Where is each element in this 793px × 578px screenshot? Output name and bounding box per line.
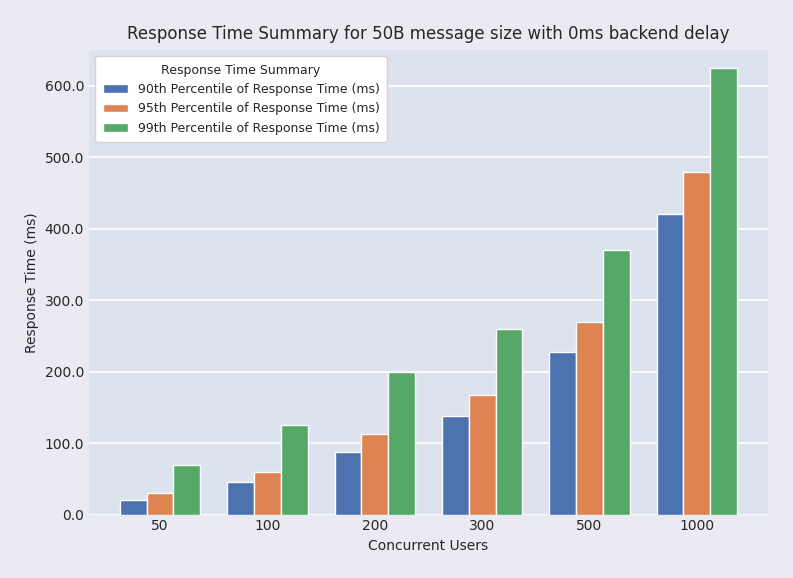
Bar — [442, 416, 469, 514]
Bar — [147, 493, 174, 514]
Bar — [281, 425, 308, 514]
Bar — [335, 451, 362, 514]
Bar — [711, 68, 737, 514]
Bar — [389, 372, 415, 514]
Bar — [120, 501, 147, 514]
Bar — [576, 321, 603, 514]
Title: Response Time Summary for 50B message size with 0ms backend delay: Response Time Summary for 50B message si… — [127, 25, 730, 43]
X-axis label: Concurrent Users: Concurrent Users — [369, 539, 488, 553]
Bar — [496, 329, 523, 514]
Bar — [469, 395, 496, 514]
Bar — [657, 214, 684, 514]
Bar — [603, 250, 630, 514]
Y-axis label: Response Time (ms): Response Time (ms) — [25, 212, 39, 353]
Bar — [227, 483, 254, 514]
Bar — [362, 434, 389, 514]
Bar — [550, 351, 576, 514]
Legend: 90th Percentile of Response Time (ms), 95th Percentile of Response Time (ms), 99: 90th Percentile of Response Time (ms), 9… — [95, 57, 387, 142]
Bar — [254, 472, 281, 514]
Bar — [684, 172, 711, 514]
Bar — [174, 465, 201, 514]
